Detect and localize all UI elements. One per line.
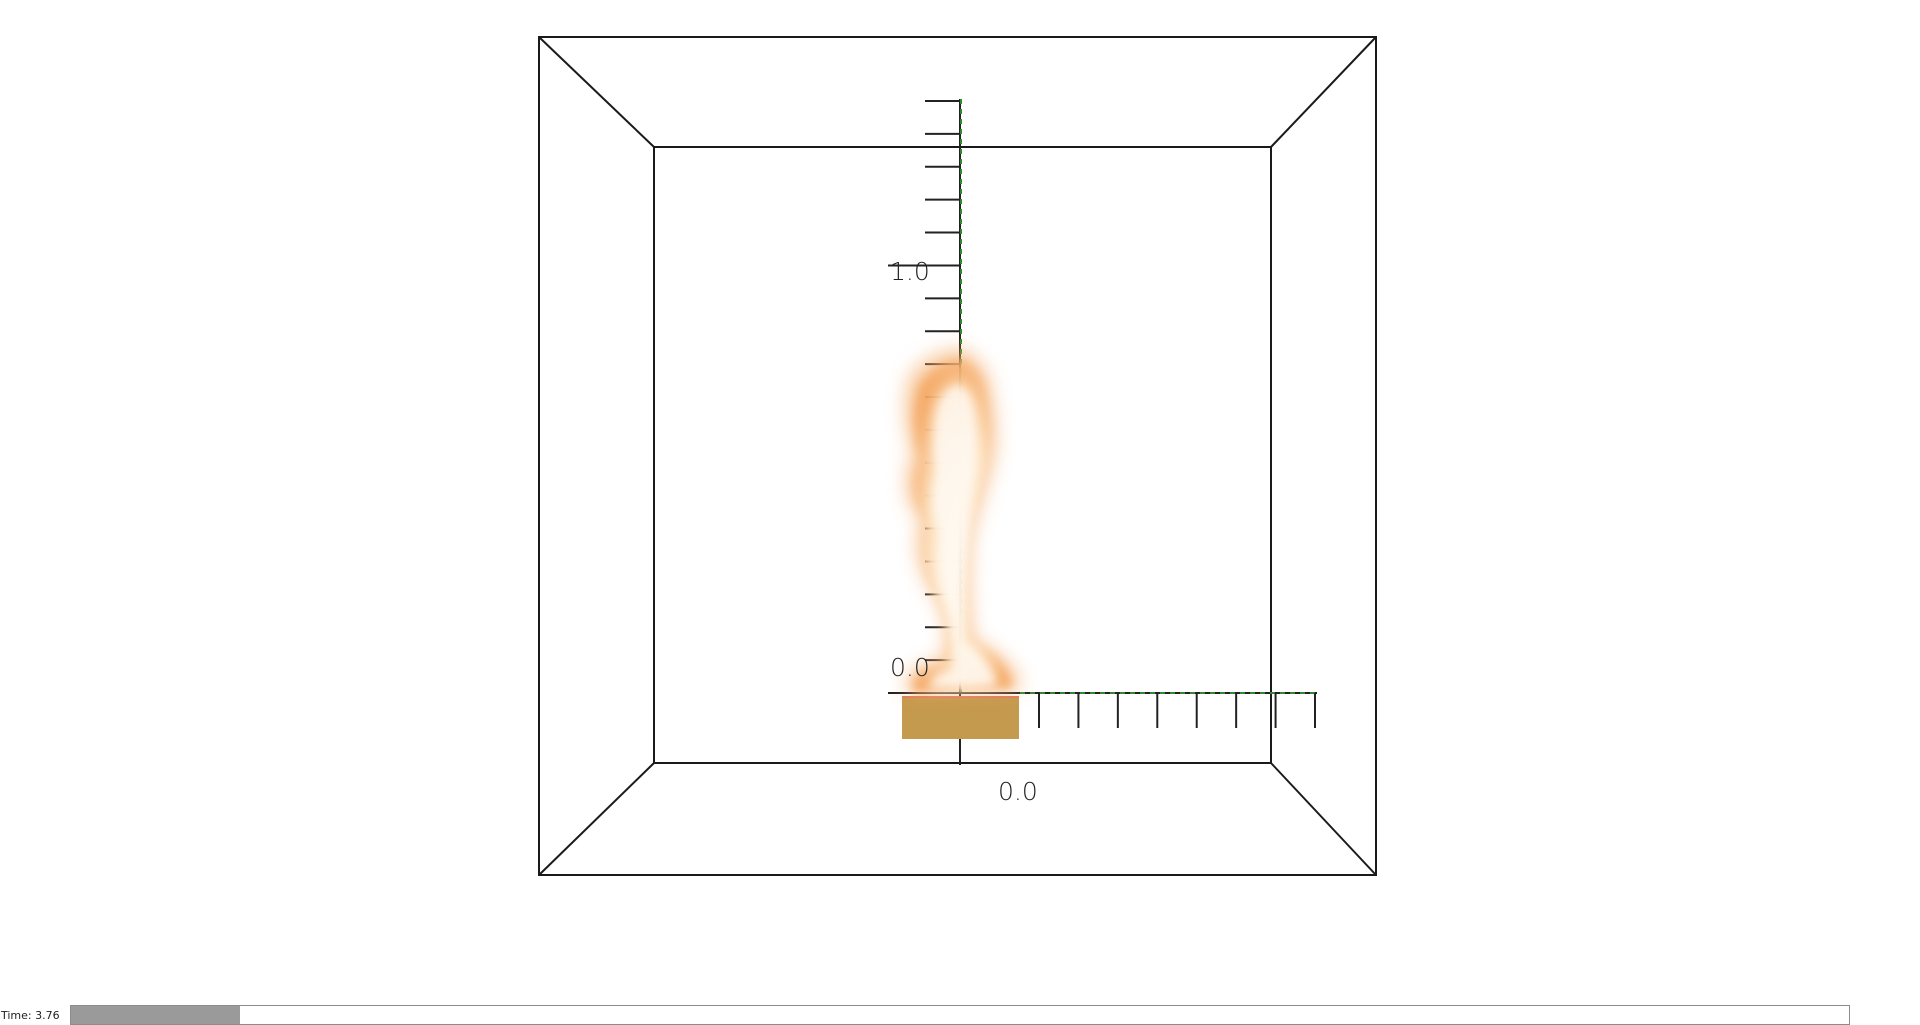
bounding-box-outer — [538, 36, 1377, 876]
fire-volume-render-icon — [904, 348, 1022, 694]
x-axis-ticks — [1038, 693, 1316, 728]
timeline-slider[interactable] — [70, 1005, 1850, 1025]
bounding-box-edge-br — [1270, 762, 1377, 876]
burner-block — [902, 696, 1019, 739]
bounding-box-inner — [653, 146, 1272, 764]
bounding-box-edge-tr — [1270, 36, 1377, 148]
x-axis-origin-label: 0.0 — [998, 777, 1038, 806]
timeline-progress-fill — [71, 1006, 240, 1024]
y-axis-origin-label: 0.0 — [890, 653, 930, 682]
bounding-box-edge-bl — [538, 762, 655, 876]
time-readout: Time: 3.76 — [1, 1009, 60, 1022]
y-axis-top-label: 1.0 — [890, 257, 930, 286]
bounding-box-edge-tl — [538, 36, 655, 148]
